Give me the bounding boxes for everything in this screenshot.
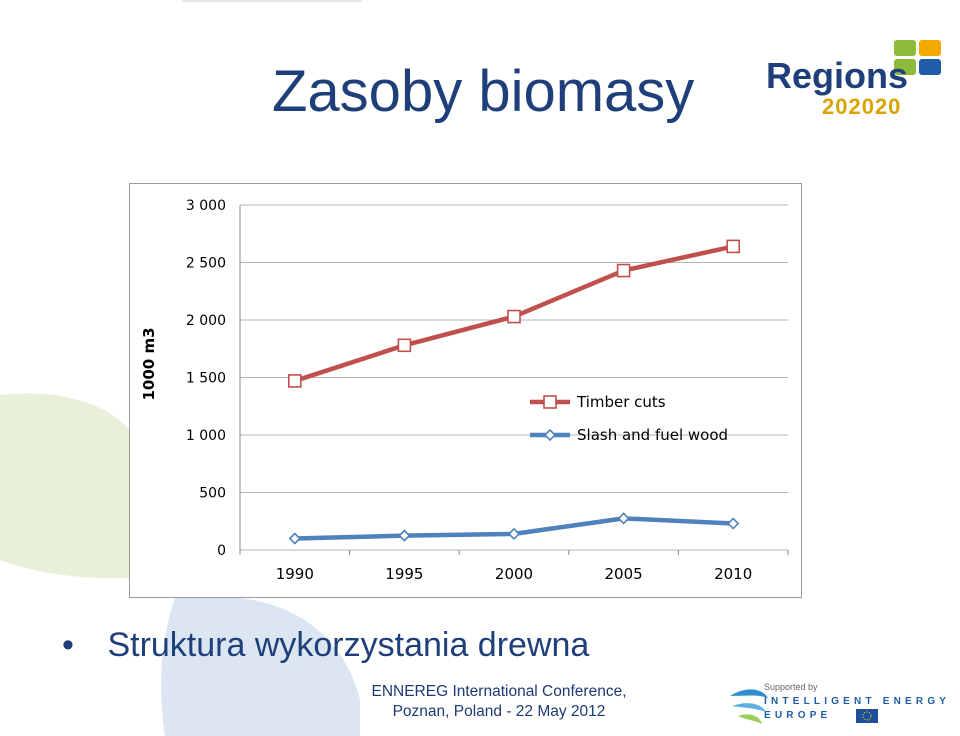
four-squares-logo-icon (894, 40, 941, 75)
y-tick-label: 1 000 (186, 428, 226, 444)
data-point (507, 309, 521, 324)
logo-number: 202020 (822, 94, 901, 119)
legend-marker (543, 395, 557, 409)
slide-title: Zasoby biomasy (272, 59, 695, 124)
y-tick-label: 2 500 (186, 256, 226, 272)
y-tick-label: 3 000 (186, 198, 226, 214)
bullet-item: • Struktura wykorzystania drewna (62, 626, 589, 665)
grid-layer (239, 204, 789, 555)
y-axis-label: 1000 m3 (140, 327, 158, 400)
data-point (288, 532, 301, 545)
y-tick-label: 0 (217, 543, 226, 559)
footer: ENNEREG International Conference, Poznan… (360, 682, 638, 722)
x-tick-label: 1990 (276, 565, 314, 583)
tick-layer: 0 500 1 000 1 500 2 000 2 500 3 000 1990 1995 200… (186, 198, 752, 583)
bullet-text: Struktura wykorzystania drewna (107, 626, 590, 664)
footer-line-2: Poznan, Poland - 22 May 2012 (392, 703, 606, 720)
y-tick-label: 1 500 (186, 371, 226, 387)
data-point (617, 512, 630, 525)
logo-word: Regions (766, 55, 908, 96)
legend-marker (543, 428, 557, 442)
ie-swirl-icon (730, 689, 768, 724)
x-tick-label: 1995 (385, 565, 423, 583)
x-tick-label: 2005 (605, 565, 643, 583)
regions-202020-logo: Regions 202020 (766, 40, 941, 119)
ie-line1-text: INTELLIGENT ENERGY (764, 696, 950, 707)
legend: Timber cuts Slash and fuel wood (530, 393, 728, 444)
ie-line2-text: EUROPE (764, 710, 831, 721)
legend-label: Slash and fuel wood (577, 426, 728, 444)
data-point (398, 529, 411, 542)
bullet-dot-icon: • (62, 626, 74, 664)
data-point (288, 374, 302, 388)
line-chart: 0 500 1 000 1 500 2 000 2 500 3 000 1990 1995 200… (140, 198, 789, 583)
x-tick-label: 2010 (714, 565, 752, 583)
x-tick-label: 2000 (495, 565, 533, 583)
y-tick-label: 2 000 (186, 313, 226, 329)
series-layer (288, 239, 741, 545)
y-tick-label: 500 (199, 486, 226, 502)
data-point (507, 527, 521, 541)
data-point (727, 517, 740, 530)
data-point (616, 263, 631, 278)
intelligent-energy-europe-logo: Supported by INTELLIGENT ENERGY EUROPE (730, 682, 950, 724)
legend-label: Timber cuts (576, 393, 666, 411)
data-point (397, 338, 412, 353)
ie-supported-text: Supported by (764, 682, 818, 692)
data-point (726, 239, 741, 254)
chart-frame: 0 500 1 000 1 500 2 000 2 500 3 000 1990 1995 200… (129, 183, 802, 598)
footer-line-1: ENNEREG International Conference, (371, 683, 627, 700)
eu-flag-icon (856, 709, 878, 723)
